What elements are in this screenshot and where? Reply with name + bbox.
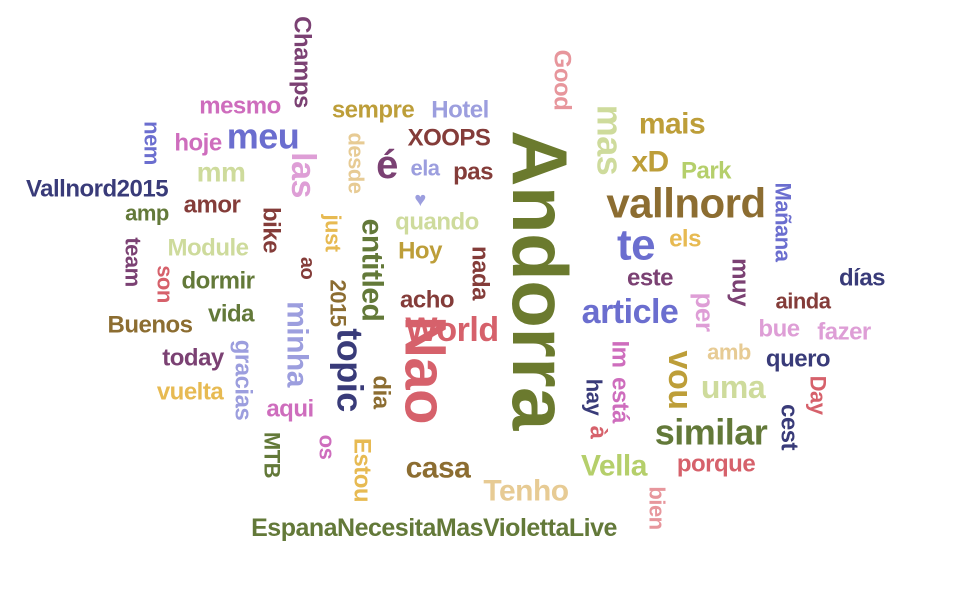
cloud-word: está bbox=[607, 377, 634, 424]
cloud-word: Vallnord2015 bbox=[26, 176, 168, 203]
cloud-word: aqui bbox=[266, 396, 313, 423]
cloud-word: mesmo bbox=[199, 93, 281, 120]
cloud-word: EspanaNecesitaMasViolettaLive bbox=[251, 514, 617, 542]
cloud-word: Champs bbox=[289, 16, 316, 108]
cloud-word: hoje bbox=[174, 130, 221, 157]
cloud-word: Estou bbox=[349, 438, 376, 502]
cloud-word: os bbox=[315, 435, 340, 460]
cloud-word: 2015 bbox=[326, 280, 351, 327]
cloud-word: días bbox=[839, 265, 885, 292]
cloud-word: Tenho bbox=[483, 475, 568, 508]
cloud-word: porque bbox=[677, 451, 755, 478]
cloud-word: amb bbox=[707, 340, 751, 365]
cloud-word: bien bbox=[645, 486, 670, 529]
cloud-word: per bbox=[690, 293, 720, 332]
cloud-word: XOOPS bbox=[408, 125, 491, 152]
cloud-word: bue bbox=[758, 316, 799, 343]
cloud-word: fazer bbox=[817, 319, 871, 346]
cloud-word: casa bbox=[406, 452, 472, 485]
cloud-word: gracias bbox=[230, 340, 257, 421]
cloud-word: just bbox=[321, 213, 346, 252]
cloud-word: amp bbox=[125, 201, 169, 226]
cloud-word: son bbox=[153, 265, 178, 303]
cloud-word: World bbox=[405, 311, 498, 349]
cloud-word: quero bbox=[766, 346, 830, 373]
cloud-word: MTB bbox=[260, 432, 285, 478]
cloud-word: ao bbox=[296, 257, 318, 280]
cloud-word: é bbox=[376, 143, 398, 187]
cloud-word: vida bbox=[208, 301, 255, 328]
cloud-word: Good bbox=[549, 50, 576, 111]
cloud-word: ♥ bbox=[414, 189, 425, 211]
cloud-word: Vella bbox=[581, 450, 648, 483]
cloud-word: Hotel bbox=[431, 97, 489, 124]
cloud-word: amor bbox=[184, 192, 241, 219]
cloud-word: Mañana bbox=[771, 183, 796, 263]
cloud-word: dia bbox=[368, 375, 395, 409]
cloud-word: este bbox=[627, 265, 673, 292]
cloud-word: article bbox=[582, 293, 679, 331]
cloud-word: Hoy bbox=[398, 238, 443, 265]
cloud-word: els bbox=[669, 226, 701, 253]
cloud-word: ainda bbox=[776, 289, 832, 314]
cloud-word: cest bbox=[776, 404, 803, 451]
cloud-word: Day bbox=[806, 376, 831, 416]
cloud-word: hay bbox=[582, 379, 607, 417]
cloud-word: team bbox=[121, 237, 146, 286]
cloud-word: nem bbox=[140, 121, 165, 165]
cloud-word: today bbox=[162, 345, 225, 372]
cloud-word: topic bbox=[330, 328, 371, 412]
cloud-word: minha bbox=[281, 301, 314, 388]
cloud-word: à bbox=[585, 426, 612, 440]
cloud-word: vou bbox=[661, 351, 699, 410]
cloud-word: Andorra bbox=[496, 130, 584, 431]
cloud-word: nada bbox=[467, 246, 494, 301]
cloud-word: Module bbox=[168, 235, 249, 262]
cloud-word: meu bbox=[227, 116, 300, 157]
cloud-word: pas bbox=[453, 159, 493, 186]
cloud-word: sempre bbox=[332, 97, 415, 124]
cloud-word: bike bbox=[258, 207, 285, 253]
cloud-word: mm bbox=[197, 157, 246, 188]
cloud-word: uma bbox=[701, 369, 766, 405]
cloud-word: quando bbox=[395, 209, 479, 236]
cloud-word: te bbox=[617, 221, 655, 270]
cloud-word: vuelta bbox=[157, 379, 225, 406]
cloud-word: muy bbox=[727, 258, 754, 307]
cloud-word: las bbox=[284, 152, 322, 198]
cloud-word: Buenos bbox=[107, 312, 192, 339]
cloud-word: entitled bbox=[356, 219, 389, 322]
cloud-word: dormir bbox=[181, 268, 254, 295]
cloud-word: desde bbox=[344, 132, 369, 193]
cloud-word: acho bbox=[400, 287, 454, 314]
cloud-word: Nao bbox=[393, 316, 458, 424]
cloud-word: xD bbox=[631, 146, 668, 179]
cloud-word: Im bbox=[607, 340, 634, 367]
cloud-word: mas bbox=[590, 105, 631, 176]
cloud-word: Park bbox=[681, 158, 732, 185]
cloud-word: vallnord bbox=[606, 180, 765, 227]
cloud-word: similar bbox=[655, 412, 768, 453]
cloud-word: mais bbox=[639, 108, 705, 141]
cloud-word: ela bbox=[410, 156, 440, 181]
